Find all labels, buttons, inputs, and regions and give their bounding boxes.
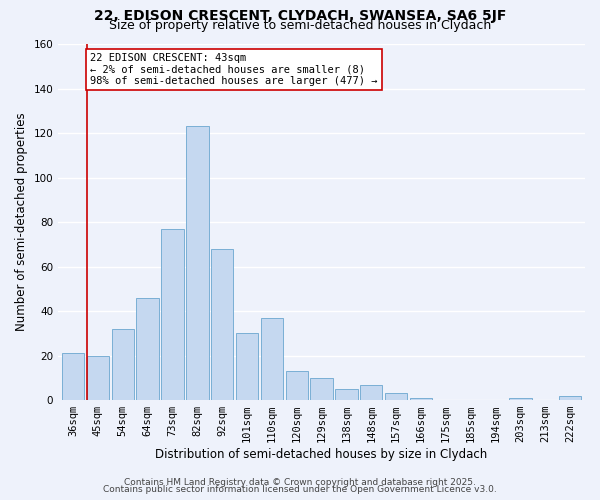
Bar	[136, 298, 159, 400]
Bar	[286, 371, 308, 400]
X-axis label: Distribution of semi-detached houses by size in Clydach: Distribution of semi-detached houses by …	[155, 448, 488, 461]
Bar	[161, 228, 184, 400]
Text: 22, EDISON CRESCENT, CLYDACH, SWANSEA, SA6 5JF: 22, EDISON CRESCENT, CLYDACH, SWANSEA, S…	[94, 9, 506, 23]
Bar	[87, 356, 109, 400]
Bar	[62, 354, 84, 400]
Text: Contains HM Land Registry data © Crown copyright and database right 2025.: Contains HM Land Registry data © Crown c…	[124, 478, 476, 487]
Bar	[559, 396, 581, 400]
Bar	[236, 334, 258, 400]
Bar	[310, 378, 333, 400]
Text: Size of property relative to semi-detached houses in Clydach: Size of property relative to semi-detach…	[109, 19, 491, 32]
Bar	[260, 318, 283, 400]
Y-axis label: Number of semi-detached properties: Number of semi-detached properties	[15, 112, 28, 332]
Text: 22 EDISON CRESCENT: 43sqm
← 2% of semi-detached houses are smaller (8)
98% of se: 22 EDISON CRESCENT: 43sqm ← 2% of semi-d…	[91, 53, 378, 86]
Bar	[410, 398, 432, 400]
Bar	[509, 398, 532, 400]
Bar	[385, 394, 407, 400]
Bar	[360, 384, 382, 400]
Bar	[335, 389, 358, 400]
Bar	[112, 329, 134, 400]
Text: Contains public sector information licensed under the Open Government Licence v3: Contains public sector information licen…	[103, 484, 497, 494]
Bar	[211, 248, 233, 400]
Bar	[186, 126, 209, 400]
